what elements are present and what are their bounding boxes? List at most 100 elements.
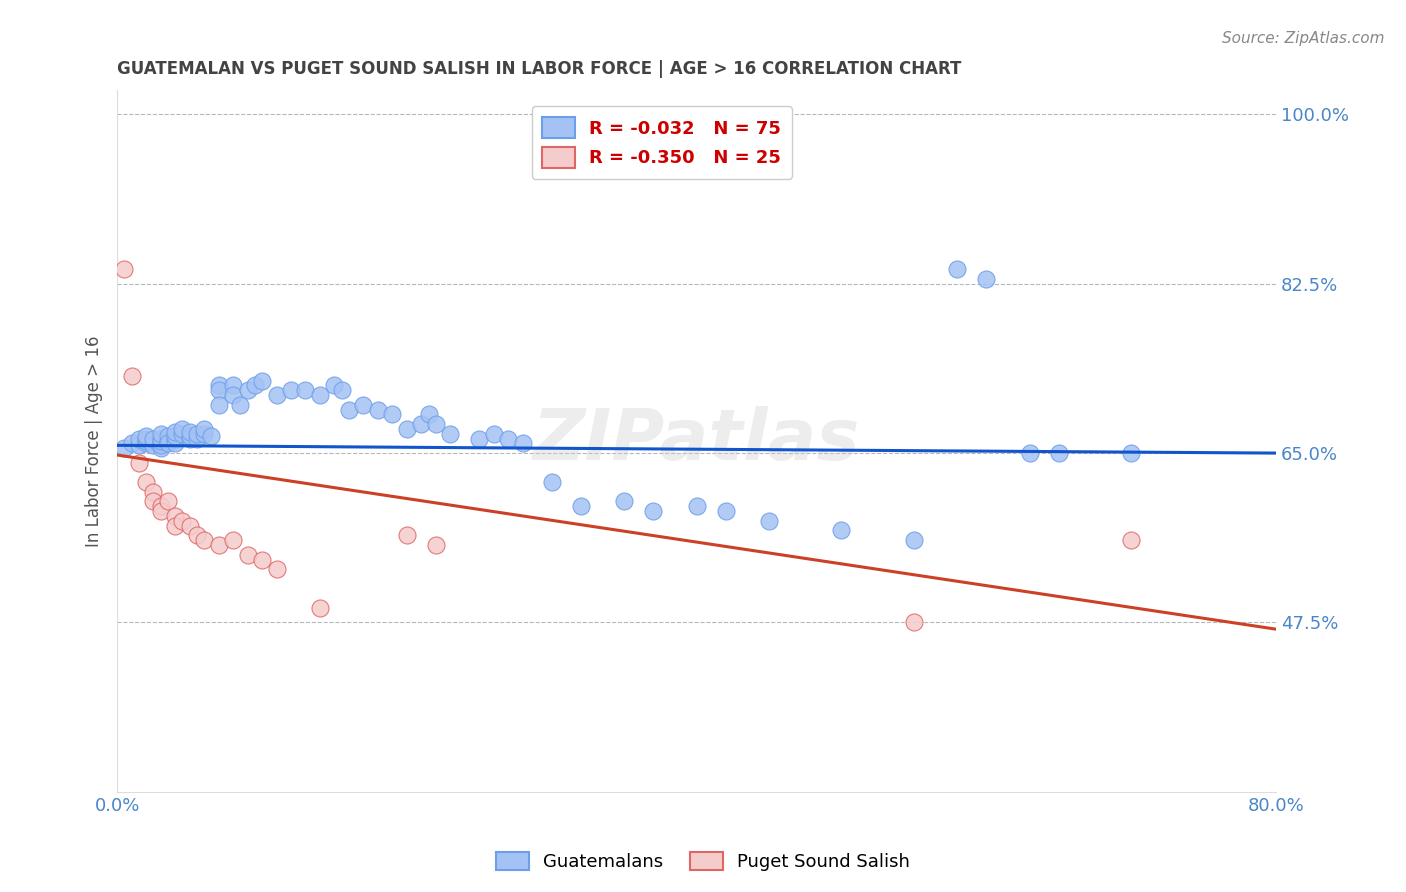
Point	[243, 378, 266, 392]
Point	[418, 408, 440, 422]
Point	[309, 600, 332, 615]
Point	[128, 432, 150, 446]
Point	[1047, 446, 1070, 460]
Point	[149, 434, 172, 449]
Point	[121, 436, 143, 450]
Point	[222, 378, 245, 392]
Point	[395, 422, 418, 436]
Point	[714, 504, 737, 518]
Point	[613, 494, 636, 508]
Point	[186, 432, 208, 446]
Point	[280, 383, 302, 397]
Point	[149, 426, 172, 441]
Point	[149, 500, 172, 514]
Point	[207, 378, 229, 392]
Point	[128, 456, 150, 470]
Point	[1119, 446, 1142, 460]
Point	[156, 428, 179, 442]
Point	[135, 428, 157, 442]
Point	[974, 272, 997, 286]
Text: Source: ZipAtlas.com: Source: ZipAtlas.com	[1222, 31, 1385, 46]
Point	[222, 533, 245, 548]
Point	[165, 432, 187, 446]
Point	[156, 434, 179, 449]
Point	[179, 428, 201, 442]
Point	[758, 514, 780, 528]
Point	[411, 417, 433, 431]
Point	[323, 378, 346, 392]
Point	[193, 533, 215, 548]
Point	[425, 538, 447, 552]
Point	[439, 426, 461, 441]
Point	[165, 428, 187, 442]
Point	[200, 428, 222, 442]
Point	[946, 262, 969, 277]
Point	[236, 383, 259, 397]
Point	[186, 426, 208, 441]
Point	[135, 434, 157, 449]
Legend: R = -0.032   N = 75, R = -0.350   N = 25: R = -0.032 N = 75, R = -0.350 N = 25	[531, 106, 792, 178]
Point	[172, 514, 194, 528]
Point	[266, 388, 288, 402]
Point	[643, 504, 665, 518]
Point	[540, 475, 562, 489]
Point	[142, 484, 165, 499]
Point	[135, 432, 157, 446]
Point	[512, 436, 534, 450]
Point	[903, 615, 925, 630]
Point	[149, 442, 172, 456]
Point	[425, 417, 447, 431]
Point	[830, 524, 852, 538]
Point	[142, 494, 165, 508]
Point	[165, 425, 187, 439]
Point	[498, 432, 520, 446]
Point	[250, 552, 273, 566]
Point	[179, 518, 201, 533]
Point	[1018, 446, 1040, 460]
Point	[179, 425, 201, 439]
Point	[207, 538, 229, 552]
Point	[569, 500, 592, 514]
Point	[207, 398, 229, 412]
Point	[114, 262, 136, 277]
Point	[149, 436, 172, 450]
Point	[149, 432, 172, 446]
Y-axis label: In Labor Force | Age > 16: In Labor Force | Age > 16	[86, 335, 103, 547]
Point	[156, 494, 179, 508]
Point	[309, 388, 332, 402]
Point	[128, 438, 150, 452]
Point	[1119, 533, 1142, 548]
Point	[186, 528, 208, 542]
Legend: Guatemalans, Puget Sound Salish: Guatemalans, Puget Sound Salish	[489, 845, 917, 879]
Point	[903, 533, 925, 548]
Point	[330, 383, 353, 397]
Point	[294, 383, 316, 397]
Point	[149, 504, 172, 518]
Point	[121, 368, 143, 383]
Point	[266, 562, 288, 576]
Point	[236, 548, 259, 562]
Point	[165, 518, 187, 533]
Point	[482, 426, 505, 441]
Point	[193, 422, 215, 436]
Point	[156, 436, 179, 450]
Point	[337, 402, 360, 417]
Point	[250, 374, 273, 388]
Text: GUATEMALAN VS PUGET SOUND SALISH IN LABOR FORCE | AGE > 16 CORRELATION CHART: GUATEMALAN VS PUGET SOUND SALISH IN LABO…	[117, 60, 962, 78]
Point	[114, 442, 136, 456]
Point	[135, 436, 157, 450]
Text: ZIPatlas: ZIPatlas	[533, 407, 860, 475]
Point	[165, 508, 187, 523]
Point	[229, 398, 252, 412]
Point	[172, 422, 194, 436]
Point	[142, 438, 165, 452]
Point	[135, 475, 157, 489]
Point	[172, 426, 194, 441]
Point	[149, 438, 172, 452]
Point	[193, 426, 215, 441]
Point	[165, 436, 187, 450]
Point	[222, 388, 245, 402]
Point	[142, 432, 165, 446]
Point	[395, 528, 418, 542]
Point	[207, 383, 229, 397]
